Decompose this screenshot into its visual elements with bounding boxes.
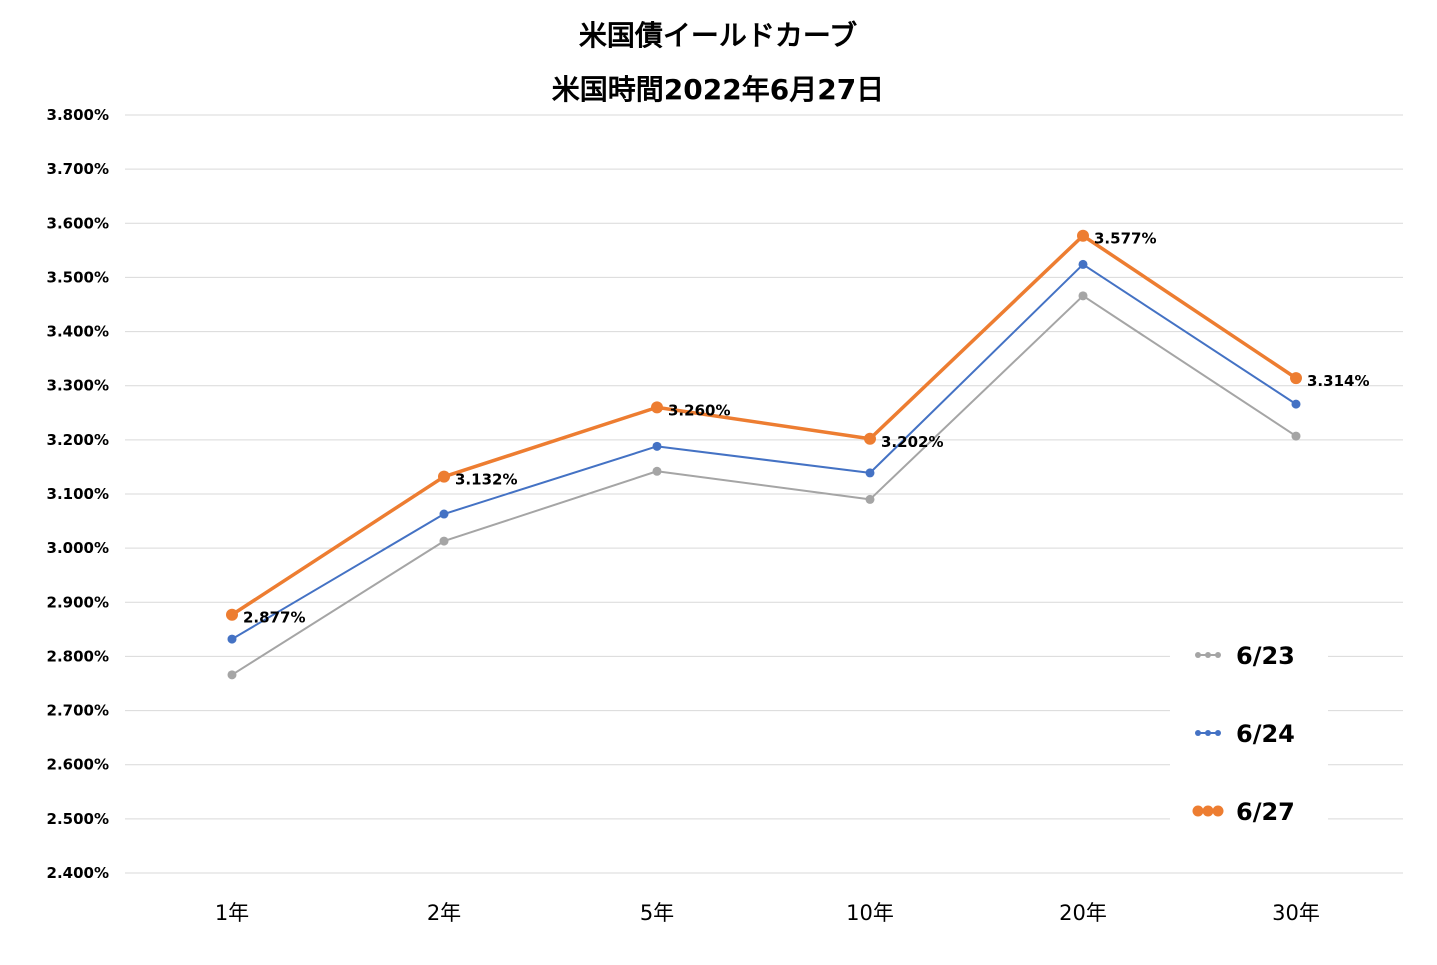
y-tick-label: 2.700% [47, 702, 109, 720]
y-tick-label: 3.000% [47, 539, 109, 557]
legend-marker-icon [1205, 730, 1211, 736]
y-tick-label: 2.400% [47, 864, 109, 882]
legend-marker-icon [1195, 652, 1201, 658]
y-tick-label: 3.700% [47, 160, 109, 178]
data-label: 3.132% [455, 471, 517, 489]
data-point [227, 670, 237, 680]
x-axis-ticks: 1年 2年 5年 10年 20年 30年 [215, 901, 1320, 925]
data-point [439, 509, 449, 519]
chart-title: 米国債イールドカーブ [579, 19, 857, 52]
data-point [439, 536, 449, 546]
data-label: 3.202% [881, 433, 943, 451]
data-point [864, 432, 876, 445]
legend-marker-icon [1215, 652, 1221, 658]
legend-label: 6/27 [1236, 798, 1295, 826]
data-label: 2.877% [243, 609, 305, 627]
series-line [231, 263, 1297, 640]
y-tick-label: 2.900% [47, 593, 109, 611]
y-tick-label: 2.500% [47, 810, 109, 828]
data-point [865, 494, 875, 504]
data-point [865, 468, 875, 478]
data-point [1078, 291, 1088, 301]
legend-label: 6/23 [1236, 642, 1295, 670]
legend-label: 6/24 [1236, 720, 1295, 748]
legend-item: 6/23 [1195, 642, 1295, 670]
y-tick-label: 3.500% [47, 268, 109, 286]
y-tick-label: 3.300% [47, 377, 109, 395]
y-tick-label: 2.600% [47, 756, 109, 774]
data-point [1077, 229, 1089, 242]
series-lines [226, 229, 1302, 680]
y-tick-label: 3.200% [47, 431, 109, 449]
chart-subtitle: 米国時間2022年6月27日 [552, 73, 884, 106]
x-tick-label: 20年 [1059, 901, 1107, 925]
data-point [1291, 399, 1301, 409]
data-point [1078, 259, 1088, 269]
data-point [226, 608, 238, 621]
data-point [1290, 372, 1302, 385]
legend-marker-icon [1195, 730, 1201, 736]
legend-marker-icon [1202, 805, 1214, 817]
y-tick-label: 3.100% [47, 485, 109, 503]
y-axis-ticks: 3.800% 3.700% 3.600% 3.500% 3.400% 3.300% 3.20… [47, 106, 109, 882]
legend-item: 6/24 [1195, 720, 1295, 748]
y-tick-label: 2.800% [47, 647, 109, 665]
legend-marker-icon [1205, 652, 1211, 658]
data-label: 3.260% [668, 401, 730, 419]
x-tick-label: 10年 [846, 901, 894, 925]
data-label: 3.577% [1094, 230, 1156, 248]
legend-marker-icon [1192, 805, 1204, 817]
legend-marker-icon [1215, 730, 1221, 736]
x-tick-label: 1年 [215, 901, 249, 925]
series-1 [227, 291, 1301, 680]
legend-marker-icon [1212, 805, 1224, 817]
data-labels: 2.877% 3.132% 3.260% 3.202% 3.577% 3.314% [243, 230, 1369, 627]
data-point [652, 441, 662, 451]
y-tick-label: 3.800% [47, 106, 109, 124]
x-tick-label: 30年 [1272, 901, 1320, 925]
y-tick-label: 3.600% [47, 214, 109, 232]
series-line [231, 233, 1297, 617]
series-line [231, 294, 1297, 676]
legend: 6/23 6/24 6/27 [1170, 625, 1328, 840]
data-point [227, 634, 237, 644]
data-point [1291, 431, 1301, 441]
y-tick-label: 3.400% [47, 323, 109, 341]
data-point [652, 466, 662, 476]
x-tick-label: 2年 [427, 901, 461, 925]
series-2 [227, 259, 1301, 644]
legend-item: 6/27 [1192, 798, 1295, 826]
data-label: 3.314% [1307, 372, 1369, 390]
x-tick-label: 5年 [640, 901, 674, 925]
data-point [438, 470, 450, 483]
data-point [651, 401, 663, 414]
series-3 [226, 229, 1302, 621]
